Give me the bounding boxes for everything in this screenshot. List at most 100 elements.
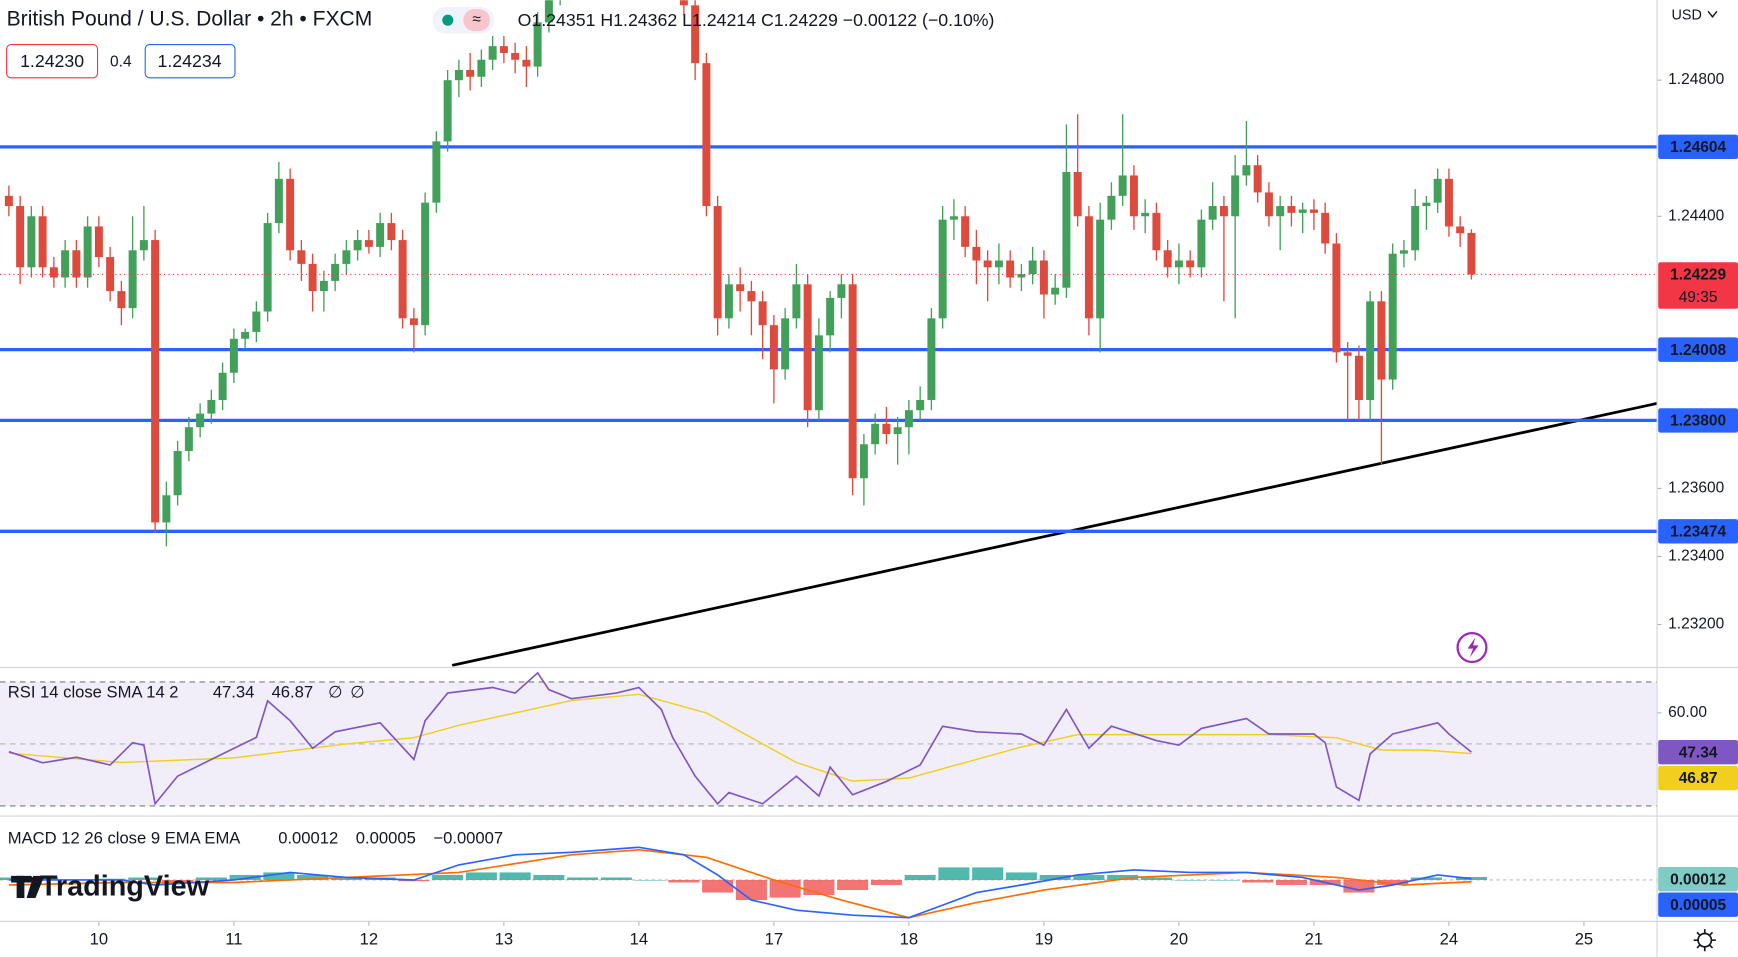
axis-value-label: 47.34 xyxy=(1679,744,1718,761)
x-tick-label: 10 xyxy=(90,930,108,949)
candle-body xyxy=(342,250,351,264)
axis-value-label: 0.00005 xyxy=(1670,897,1726,914)
candle-body xyxy=(1107,195,1116,220)
logo-mark xyxy=(26,875,34,883)
candle-body xyxy=(1073,172,1082,217)
histogram-bar xyxy=(837,879,869,891)
histogram-bar xyxy=(634,879,666,881)
histogram-bar xyxy=(1140,877,1172,880)
indicator-value: −0.00007 xyxy=(433,829,503,848)
header: British Pound / U.S. Dollar • 2h • FXCM … xyxy=(6,6,1718,952)
candle-body xyxy=(949,216,958,220)
buy-button[interactable] xyxy=(144,43,236,79)
sell-price[interactable]: 1.24230 xyxy=(20,51,84,71)
candle-body xyxy=(972,246,981,261)
y-tick-label: 1.24800 xyxy=(1668,71,1724,88)
candle-body xyxy=(499,46,508,53)
candle-body xyxy=(1253,165,1262,193)
x-tick-label: 19 xyxy=(1035,930,1053,949)
candle-body xyxy=(1231,175,1240,217)
candle-body xyxy=(1399,250,1408,254)
candle-body xyxy=(544,0,553,23)
spread: 0.4 xyxy=(110,53,132,70)
buy-price[interactable]: 1.24234 xyxy=(158,51,222,71)
candle-body xyxy=(477,59,486,77)
candle-body xyxy=(511,52,520,60)
candle-body xyxy=(679,0,688,6)
candle-body xyxy=(882,423,891,435)
candle-body xyxy=(961,216,970,247)
histogram-bar xyxy=(1242,879,1274,883)
x-tick-label: 24 xyxy=(1440,930,1458,949)
candle-body xyxy=(1028,260,1037,275)
candle-body xyxy=(83,226,92,278)
x-tick-label: 17 xyxy=(765,930,783,949)
histogram-bar xyxy=(769,879,801,898)
trendline xyxy=(451,402,1658,667)
histogram-bar xyxy=(128,877,160,880)
candle-body xyxy=(938,219,947,319)
histogram-bar xyxy=(465,872,497,880)
logo-mark xyxy=(26,875,45,899)
histogram-bar xyxy=(1410,877,1442,880)
histogram-bar xyxy=(870,879,902,886)
candle-body xyxy=(1321,212,1330,244)
candle-body xyxy=(16,206,25,268)
axis-value-label: 1.23474 xyxy=(1670,524,1726,541)
histogram-bar xyxy=(297,874,329,880)
market-open-dot xyxy=(442,14,454,26)
candle-body xyxy=(1096,219,1105,319)
candle-body xyxy=(724,284,733,319)
axis-value-label: 1.24604 xyxy=(1670,139,1726,156)
candle-body xyxy=(1174,260,1183,268)
candle-body xyxy=(1309,209,1318,213)
candle-body xyxy=(1287,206,1296,213)
candle-body xyxy=(1377,301,1386,380)
candle-body xyxy=(196,413,205,428)
candle-body xyxy=(1298,209,1307,213)
x-tick-label: 13 xyxy=(495,930,513,949)
candle-body xyxy=(241,331,250,339)
candle-body xyxy=(1276,206,1285,217)
candle-body xyxy=(1152,212,1161,251)
candle-body xyxy=(1264,192,1273,217)
macd-line xyxy=(8,846,1472,919)
y-tick-label: 1.23200 xyxy=(1668,616,1724,633)
candle-body xyxy=(792,284,801,319)
candle-body xyxy=(1343,352,1352,356)
candle-body xyxy=(871,423,880,445)
histogram-bar xyxy=(533,874,565,880)
candle-body xyxy=(1242,165,1251,176)
sell-button[interactable] xyxy=(6,43,99,79)
indicator-value: ∅ xyxy=(350,682,364,701)
axis-value-box xyxy=(1658,867,1738,892)
candle-body xyxy=(1332,243,1341,353)
logo-text[interactable]: TradingView xyxy=(40,871,210,903)
candle-body xyxy=(1062,172,1071,288)
rsi-sma-line xyxy=(8,693,1472,782)
candle-body xyxy=(736,284,745,292)
x-tick-label: 11 xyxy=(225,930,242,949)
axis-value-box xyxy=(1658,337,1738,362)
candle-body xyxy=(364,240,373,247)
candle-body xyxy=(286,178,295,251)
candle-body xyxy=(1208,206,1217,220)
axis-value-label: 0.00012 xyxy=(1670,871,1726,888)
indicator-title: MACD 12 26 close 9 EMA EMA xyxy=(8,829,242,848)
settings-icon xyxy=(1693,929,1716,952)
currency-label[interactable]: USD xyxy=(1671,8,1701,24)
axis-value-box xyxy=(1658,519,1738,544)
histogram-bar xyxy=(1174,879,1206,881)
candle-body xyxy=(904,410,913,428)
y-tick-label: 1.23600 xyxy=(1668,480,1724,497)
x-tick-label: 14 xyxy=(630,930,648,949)
candle-body xyxy=(229,338,238,373)
candle-body xyxy=(27,216,36,268)
candle-body xyxy=(38,216,47,268)
candle-body xyxy=(713,206,722,319)
candle-body xyxy=(1051,287,1060,295)
macd-pane xyxy=(0,846,1658,919)
histogram-bar xyxy=(162,879,194,883)
candle-body xyxy=(837,284,846,298)
